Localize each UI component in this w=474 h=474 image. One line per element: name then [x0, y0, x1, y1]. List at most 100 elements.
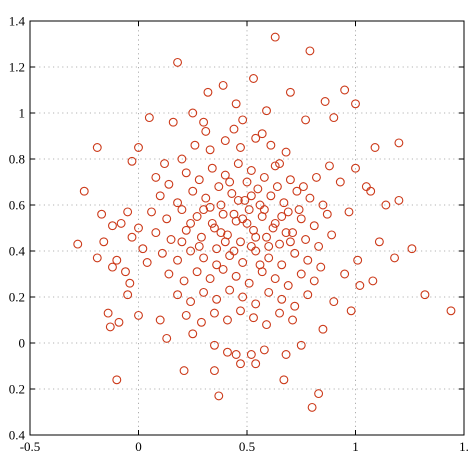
- data-point: [320, 97, 330, 106]
- data-point: [251, 299, 261, 309]
- data-point: [281, 350, 291, 359]
- x-tick-label: -0.5: [20, 439, 41, 454]
- data-point: [173, 290, 183, 300]
- data-point: [181, 225, 191, 235]
- data-point: [238, 115, 248, 125]
- data-point: [177, 237, 187, 247]
- data-point: [264, 253, 274, 263]
- data-point: [262, 106, 271, 116]
- data-point: [134, 310, 143, 320]
- data-point: [281, 147, 291, 157]
- data-point: [307, 402, 317, 412]
- data-point: [210, 223, 219, 233]
- data-point: [236, 359, 245, 369]
- data-point: [262, 232, 271, 242]
- data-point: [292, 186, 302, 196]
- data-point: [279, 198, 289, 208]
- data-point: [231, 350, 241, 359]
- data-point: [201, 193, 211, 203]
- data-point: [223, 347, 232, 357]
- y-tick-label: 1.4: [9, 14, 26, 29]
- data-point: [214, 182, 224, 192]
- data-point: [407, 244, 417, 254]
- data-point: [270, 274, 280, 284]
- data-point: [194, 241, 204, 251]
- data-point: [173, 198, 183, 208]
- data-point: [285, 87, 295, 97]
- data-point: [314, 241, 324, 251]
- data-point: [223, 315, 232, 325]
- data-point: [296, 340, 306, 350]
- data-point: [288, 315, 298, 325]
- data-point: [244, 205, 254, 215]
- data-point: [179, 366, 189, 376]
- data-point: [181, 310, 191, 320]
- data-point: [290, 248, 300, 258]
- data-point: [210, 340, 219, 350]
- data-point: [309, 276, 319, 286]
- data-point: [236, 237, 245, 247]
- data-point: [394, 138, 404, 148]
- x-tick-labels: -0.5 0 0.5 1 1.: [20, 439, 469, 454]
- data-point: [303, 255, 313, 265]
- data-point: [164, 179, 174, 189]
- data-point: [114, 317, 124, 327]
- data-point: [199, 117, 209, 127]
- data-point: [155, 315, 165, 325]
- data-point: [296, 214, 306, 224]
- data-point: [227, 189, 237, 198]
- data-point: [351, 99, 360, 109]
- data-point: [353, 255, 363, 265]
- data-point: [238, 258, 248, 267]
- data-point: [262, 320, 271, 330]
- data-point: [205, 145, 215, 155]
- y-tick-label: 0: [19, 336, 26, 351]
- data-point: [305, 46, 315, 56]
- data-point: [218, 209, 228, 219]
- data-point: [229, 124, 239, 134]
- data-point: [157, 248, 167, 258]
- data-point: [340, 269, 350, 279]
- data-point: [233, 159, 243, 169]
- data-point: [257, 129, 267, 139]
- data-point: [270, 161, 280, 171]
- data-point: [277, 260, 287, 270]
- y-tick-label: 0.8: [9, 152, 25, 167]
- axis-ticks: [29, 20, 465, 436]
- data-point: [277, 294, 287, 304]
- data-point: [279, 375, 289, 385]
- data-point: [238, 292, 248, 302]
- data-point: [264, 241, 274, 251]
- data-point: [112, 255, 122, 265]
- data-point: [212, 294, 222, 304]
- data-point: [134, 223, 143, 233]
- data-point: [112, 375, 122, 385]
- data-point: [142, 258, 152, 267]
- data-point: [251, 232, 261, 242]
- data-point: [301, 115, 311, 125]
- data-point: [103, 308, 113, 318]
- data-point: [318, 324, 328, 334]
- data-point: [314, 389, 324, 399]
- data-point: [322, 209, 332, 219]
- y-tick-label: 0.6: [9, 198, 26, 213]
- data-point: [281, 228, 291, 238]
- data-point: [207, 218, 217, 228]
- data-point: [201, 126, 211, 136]
- data-point: [329, 297, 339, 307]
- x-tick-label: 1: [352, 439, 359, 454]
- data-point: [127, 232, 137, 242]
- data-point: [301, 235, 311, 244]
- data-point: [144, 113, 154, 123]
- data-point: [218, 80, 228, 90]
- data-point: [240, 195, 250, 205]
- y-tick-label: 0.2: [9, 290, 25, 305]
- data-point: [196, 317, 206, 327]
- y-tick-label: 0.4: [9, 428, 26, 443]
- data-point: [231, 99, 241, 109]
- data-point: [220, 237, 230, 247]
- data-point: [205, 274, 215, 284]
- data-point: [181, 168, 191, 178]
- data-point: [361, 182, 371, 192]
- x-tick-label: 0.5: [239, 439, 255, 454]
